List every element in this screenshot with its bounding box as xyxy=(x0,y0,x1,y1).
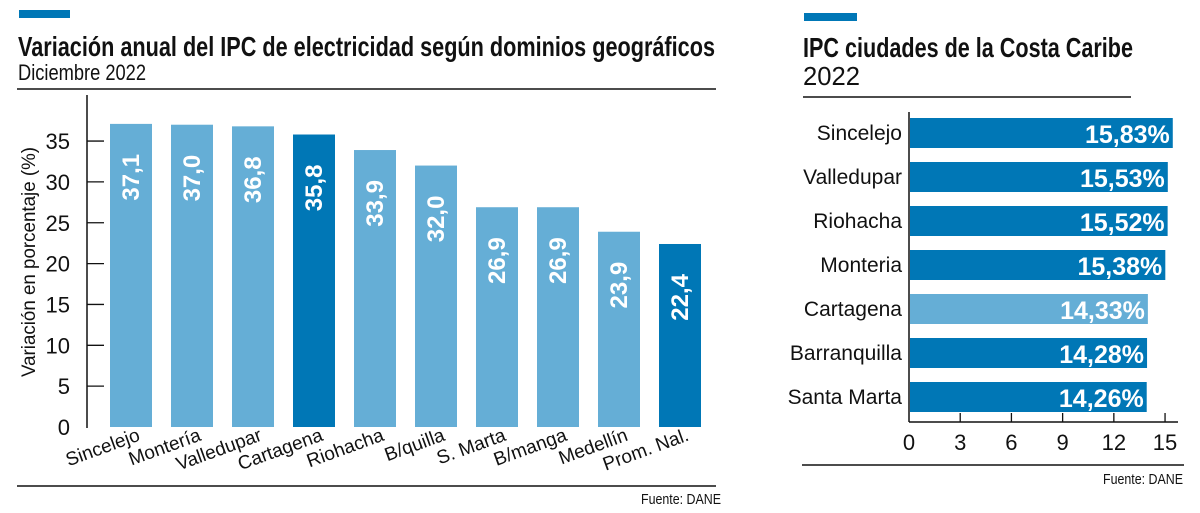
accent-bar xyxy=(804,13,857,21)
bar xyxy=(171,124,213,428)
bar xyxy=(232,126,274,428)
chart-subtitle: Diciembre 2022 xyxy=(18,60,146,85)
bar xyxy=(910,382,1147,412)
bar xyxy=(110,123,152,427)
y-tick-label: Santa Marta xyxy=(788,386,903,409)
y-tick-label: 25 xyxy=(46,211,70,236)
y-tick-label: Cartagena xyxy=(804,298,902,321)
y-tick-label: 10 xyxy=(46,333,70,358)
x-tick-label: 15 xyxy=(1153,430,1177,455)
y-tick-label: Valledupar xyxy=(803,166,902,189)
y-tick-label: Sincelejo xyxy=(817,122,902,145)
source-note: Fuente: DANE xyxy=(1103,471,1183,488)
source-note: Fuente: DANE xyxy=(641,491,721,508)
y-tick-label: Riohacha xyxy=(813,210,902,233)
bar xyxy=(354,150,396,428)
x-tick-label: 0 xyxy=(903,430,915,455)
bar xyxy=(293,134,335,427)
bar-value-label: 15,83% xyxy=(1085,121,1170,149)
y-axis-label: Variación en porcentaje (%) xyxy=(19,147,40,377)
bar-value-label: 15,52% xyxy=(1080,209,1165,237)
bar xyxy=(659,243,701,427)
x-tick-label: 9 xyxy=(1057,430,1069,455)
bar-value-label: 26,9 xyxy=(484,237,511,284)
bar-value-label: 14,26% xyxy=(1059,385,1144,413)
bar-value-label: 37,1 xyxy=(118,154,145,201)
y-tick-label: 30 xyxy=(46,170,70,195)
x-tick-label: 12 xyxy=(1102,430,1126,455)
bar xyxy=(910,118,1173,148)
y-tick-label: Barranquilla xyxy=(790,342,902,365)
chart-subtitle: 2022 xyxy=(803,61,860,91)
bar xyxy=(910,250,1166,280)
bar-value-label: 15,53% xyxy=(1080,165,1165,193)
bar-value-label: 33,9 xyxy=(362,180,389,227)
bar-value-label: 36,8 xyxy=(240,156,267,203)
y-tick-label: 0 xyxy=(58,415,70,440)
y-tick-label: 5 xyxy=(58,374,70,399)
bar xyxy=(476,207,518,427)
bar-value-label: 15,38% xyxy=(1078,253,1163,281)
chart-title: Variación anual del IPC de electricidad … xyxy=(18,31,715,62)
x-tick-label: 3 xyxy=(954,430,966,455)
bar xyxy=(598,231,640,427)
bar xyxy=(910,294,1148,324)
chart-title: IPC ciudades de la Costa Caribe xyxy=(803,32,1133,63)
y-tick-label: 20 xyxy=(46,252,70,277)
bar-value-label: 22,4 xyxy=(667,273,694,320)
bar-value-label: 14,33% xyxy=(1060,297,1145,325)
bar xyxy=(910,206,1168,236)
bar xyxy=(415,165,457,427)
bar-value-label: 26,9 xyxy=(545,237,572,284)
bar xyxy=(537,207,579,427)
x-tick-label: 6 xyxy=(1005,430,1017,455)
bar-value-label: 32,0 xyxy=(423,196,450,243)
y-tick-label: Monteria xyxy=(820,254,902,277)
bar-value-label: 35,8 xyxy=(301,165,328,212)
accent-bar xyxy=(19,10,70,18)
bar-value-label: 14,28% xyxy=(1059,341,1144,369)
y-tick-label: 15 xyxy=(46,292,70,317)
bar xyxy=(910,162,1168,192)
bar xyxy=(910,338,1148,368)
y-tick-label: 35 xyxy=(46,129,70,154)
bar-value-label: 23,9 xyxy=(606,262,633,309)
bar-value-label: 37,0 xyxy=(179,155,206,202)
